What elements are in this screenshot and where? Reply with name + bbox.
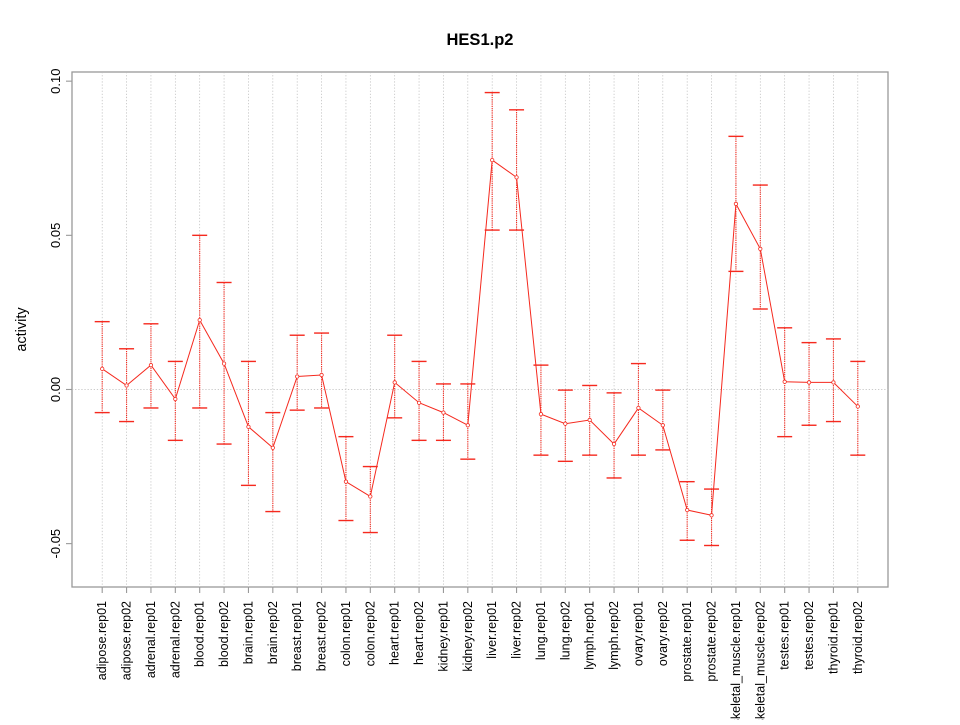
svg-text:kidney.rep01: kidney.rep01 xyxy=(436,601,450,672)
svg-text:lymph.rep01: lymph.rep01 xyxy=(583,601,597,670)
svg-text:blood.rep01: blood.rep01 xyxy=(193,601,207,667)
svg-text:prostate.rep02: prostate.rep02 xyxy=(705,601,719,682)
svg-text:skeletal_muscle.rep01: skeletal_muscle.rep01 xyxy=(729,601,743,720)
svg-text:adrenal.rep02: adrenal.rep02 xyxy=(168,601,182,678)
svg-text:breast.rep02: breast.rep02 xyxy=(315,601,329,671)
svg-text:prostate.rep01: prostate.rep01 xyxy=(680,601,694,682)
svg-text:colon.rep01: colon.rep01 xyxy=(339,601,353,666)
svg-text:thyroid.rep01: thyroid.rep01 xyxy=(826,601,840,674)
svg-text:-0.05: -0.05 xyxy=(48,529,63,559)
svg-text:ovary.rep01: ovary.rep01 xyxy=(631,601,645,666)
svg-text:liver.rep02: liver.rep02 xyxy=(510,601,524,659)
svg-text:HES1.p2: HES1.p2 xyxy=(447,31,514,49)
svg-text:breast.rep01: breast.rep01 xyxy=(290,601,304,671)
svg-text:0.00: 0.00 xyxy=(48,377,63,402)
svg-text:lung.rep01: lung.rep01 xyxy=(534,601,548,660)
svg-text:lymph.rep02: lymph.rep02 xyxy=(607,601,621,670)
svg-text:colon.rep02: colon.rep02 xyxy=(363,601,377,666)
svg-text:brain.rep02: brain.rep02 xyxy=(266,601,280,664)
svg-text:0.05: 0.05 xyxy=(48,223,63,248)
svg-text:0.10: 0.10 xyxy=(48,69,63,94)
svg-text:heart.rep01: heart.rep01 xyxy=(388,601,402,665)
svg-text:ovary.rep02: ovary.rep02 xyxy=(656,601,670,666)
svg-text:liver.rep01: liver.rep01 xyxy=(485,601,499,659)
svg-text:adipose.rep01: adipose.rep01 xyxy=(95,601,109,680)
svg-text:activity: activity xyxy=(14,307,30,352)
svg-text:heart.rep02: heart.rep02 xyxy=(412,601,426,665)
svg-text:lung.rep02: lung.rep02 xyxy=(558,601,572,660)
svg-text:testes.rep01: testes.rep01 xyxy=(778,601,792,670)
svg-text:thyroid.rep02: thyroid.rep02 xyxy=(851,601,865,674)
svg-text:adipose.rep02: adipose.rep02 xyxy=(120,601,134,680)
svg-text:brain.rep01: brain.rep01 xyxy=(241,601,255,664)
svg-text:kidney.rep02: kidney.rep02 xyxy=(461,601,475,672)
svg-text:skeletal_muscle.rep02: skeletal_muscle.rep02 xyxy=(753,601,767,720)
svg-text:testes.rep02: testes.rep02 xyxy=(802,601,816,670)
svg-text:adrenal.rep01: adrenal.rep01 xyxy=(144,601,158,678)
svg-text:blood.rep02: blood.rep02 xyxy=(217,601,231,667)
